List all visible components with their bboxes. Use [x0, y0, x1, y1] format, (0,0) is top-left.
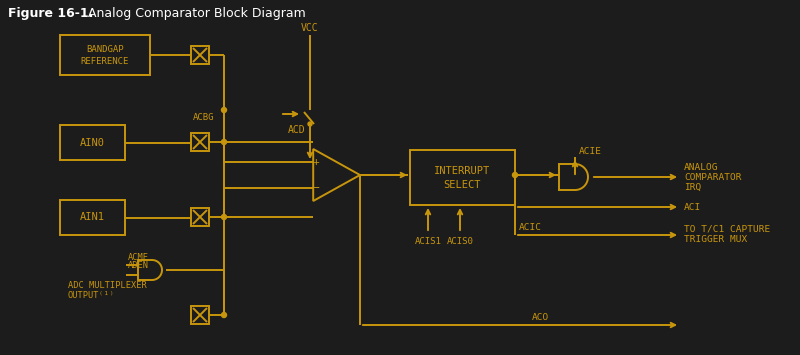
Text: Analog Comparator Block Diagram: Analog Comparator Block Diagram	[76, 6, 306, 20]
Bar	[191, 133, 209, 151]
Circle shape	[222, 140, 226, 144]
Text: REFERENCE: REFERENCE	[81, 56, 129, 66]
Text: ACBG: ACBG	[193, 114, 214, 122]
Text: OUTPUT⁽¹⁾: OUTPUT⁽¹⁾	[68, 290, 115, 300]
Text: SELECT: SELECT	[444, 180, 482, 190]
Text: ADC MULTIPLEXER: ADC MULTIPLEXER	[68, 282, 146, 290]
Text: COMPARATOR: COMPARATOR	[684, 173, 742, 181]
Circle shape	[308, 122, 312, 126]
Text: ACI: ACI	[684, 202, 702, 212]
Text: AIN1: AIN1	[80, 213, 105, 223]
Text: AIN0: AIN0	[80, 137, 105, 147]
Text: ACIS0: ACIS0	[446, 236, 474, 246]
Polygon shape	[138, 260, 162, 280]
Text: INTERRUPT: INTERRUPT	[434, 165, 490, 175]
Bar	[60, 35, 150, 75]
Text: IRQ: IRQ	[684, 182, 702, 191]
Text: ANALOG: ANALOG	[684, 163, 718, 171]
Text: ACIS1: ACIS1	[414, 236, 442, 246]
Bar	[191, 208, 209, 226]
Bar	[191, 46, 209, 64]
Circle shape	[222, 108, 226, 113]
Bar	[60, 125, 125, 160]
Text: ACME: ACME	[127, 252, 149, 262]
Text: −: −	[313, 183, 319, 193]
Text: ADEN: ADEN	[127, 261, 149, 269]
Bar	[191, 306, 209, 324]
Text: ACIE: ACIE	[579, 147, 602, 155]
Bar	[410, 150, 515, 205]
Text: BANDGAP: BANDGAP	[86, 45, 124, 55]
Text: Figure 16-1.: Figure 16-1.	[8, 6, 94, 20]
Polygon shape	[314, 149, 360, 201]
Bar	[60, 200, 125, 235]
Text: TO T/C1 CAPTURE: TO T/C1 CAPTURE	[684, 224, 770, 234]
Circle shape	[222, 214, 226, 219]
Text: ACIC: ACIC	[519, 223, 542, 231]
Text: TRIGGER MUX: TRIGGER MUX	[684, 235, 747, 244]
Circle shape	[222, 312, 226, 317]
Circle shape	[513, 173, 518, 178]
Text: ACD: ACD	[288, 125, 306, 135]
Polygon shape	[559, 164, 588, 190]
Text: ACO: ACO	[531, 313, 549, 322]
Text: VCC: VCC	[301, 23, 319, 33]
Text: +: +	[313, 157, 319, 167]
